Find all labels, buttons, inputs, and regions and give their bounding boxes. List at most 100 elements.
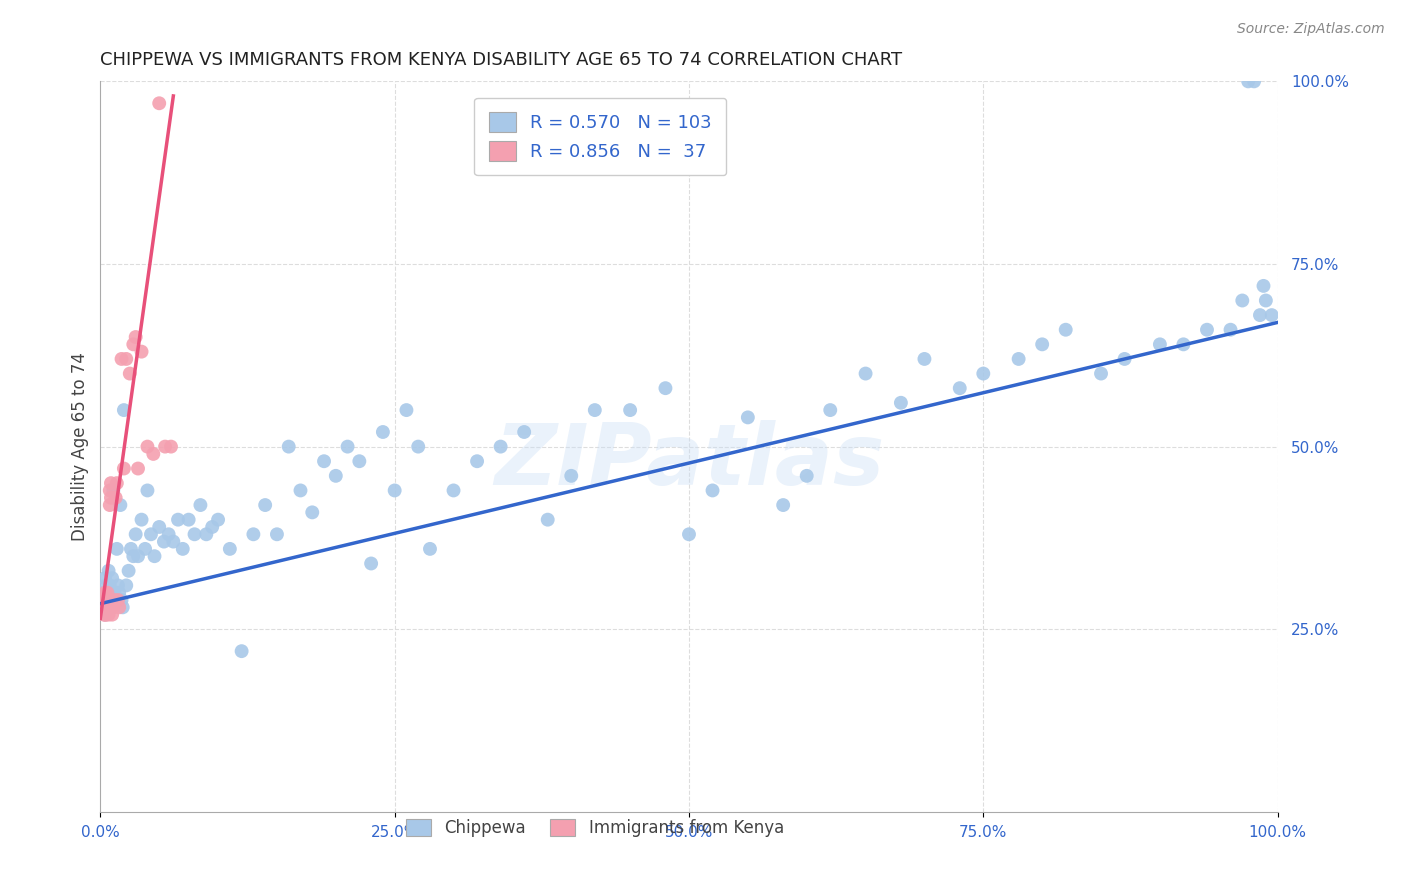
- Point: [167, 513, 190, 527]
- Point: [122, 549, 145, 564]
- Point: [537, 513, 560, 527]
- Point: [101, 600, 124, 615]
- Point: [619, 403, 641, 417]
- Point: [172, 541, 194, 556]
- Text: Source: ZipAtlas.com: Source: ZipAtlas.com: [1237, 22, 1385, 37]
- Point: [96, 585, 118, 599]
- Point: [513, 425, 536, 439]
- Point: [266, 527, 288, 541]
- Point: [124, 527, 146, 541]
- Point: [465, 454, 488, 468]
- Point: [97, 564, 120, 578]
- Point: [148, 520, 170, 534]
- Point: [139, 527, 162, 541]
- Point: [96, 607, 118, 622]
- Point: [160, 440, 183, 454]
- Point: [796, 468, 818, 483]
- Point: [131, 344, 153, 359]
- Point: [949, 381, 972, 395]
- Point: [110, 351, 132, 366]
- Point: [96, 600, 118, 615]
- Point: [112, 461, 135, 475]
- Point: [242, 527, 264, 541]
- Point: [1054, 323, 1077, 337]
- Point: [105, 476, 128, 491]
- Text: CHIPPEWA VS IMMIGRANTS FROM KENYA DISABILITY AGE 65 TO 74 CORRELATION CHART: CHIPPEWA VS IMMIGRANTS FROM KENYA DISABI…: [100, 51, 903, 69]
- Point: [201, 520, 224, 534]
- Point: [134, 541, 156, 556]
- Point: [560, 468, 582, 483]
- Point: [104, 593, 127, 607]
- Point: [325, 468, 347, 483]
- Point: [98, 498, 121, 512]
- Point: [183, 527, 205, 541]
- Point: [162, 534, 184, 549]
- Point: [91, 600, 114, 615]
- Point: [153, 440, 176, 454]
- Point: [96, 585, 118, 599]
- Point: [148, 96, 170, 111]
- Point: [104, 491, 127, 505]
- Point: [91, 593, 114, 607]
- Point: [94, 607, 117, 622]
- Point: [127, 549, 149, 564]
- Point: [110, 593, 132, 607]
- Point: [107, 578, 129, 592]
- Point: [96, 593, 118, 607]
- Point: [1007, 351, 1029, 366]
- Point: [678, 527, 700, 541]
- Legend: Chippewa, Immigrants from Kenya: Chippewa, Immigrants from Kenya: [399, 813, 790, 844]
- Point: [195, 527, 218, 541]
- Point: [94, 607, 117, 622]
- Point: [117, 564, 139, 578]
- Point: [96, 600, 118, 615]
- Point: [190, 498, 212, 512]
- Point: [772, 498, 794, 512]
- Point: [97, 593, 120, 607]
- Point: [100, 593, 122, 607]
- Point: [98, 483, 121, 498]
- Point: [112, 403, 135, 417]
- Point: [124, 330, 146, 344]
- Point: [127, 461, 149, 475]
- Point: [1031, 337, 1053, 351]
- Point: [737, 410, 759, 425]
- Point: [277, 440, 299, 454]
- Point: [103, 585, 125, 599]
- Point: [855, 367, 877, 381]
- Point: [98, 600, 121, 615]
- Point: [93, 585, 115, 599]
- Point: [91, 600, 114, 615]
- Point: [108, 585, 131, 599]
- Point: [96, 578, 118, 592]
- Point: [177, 513, 200, 527]
- Point: [231, 644, 253, 658]
- Point: [115, 578, 138, 592]
- Point: [1253, 279, 1275, 293]
- Point: [100, 491, 122, 505]
- Point: [419, 541, 441, 556]
- Point: [1254, 293, 1277, 308]
- Point: [101, 571, 124, 585]
- Point: [100, 585, 122, 599]
- Point: [100, 476, 122, 491]
- Point: [254, 498, 277, 512]
- Point: [912, 351, 935, 366]
- Point: [406, 440, 429, 454]
- Point: [94, 585, 117, 599]
- Point: [1195, 323, 1218, 337]
- Point: [96, 593, 118, 607]
- Point: [336, 440, 359, 454]
- Point: [111, 600, 134, 615]
- Point: [1149, 337, 1171, 351]
- Point: [395, 403, 418, 417]
- Point: [103, 483, 125, 498]
- Point: [207, 513, 229, 527]
- Point: [103, 600, 125, 615]
- Point: [93, 607, 115, 622]
- Point: [1114, 351, 1136, 366]
- Point: [301, 505, 323, 519]
- Point: [1249, 308, 1271, 322]
- Point: [1243, 74, 1265, 88]
- Point: [110, 498, 132, 512]
